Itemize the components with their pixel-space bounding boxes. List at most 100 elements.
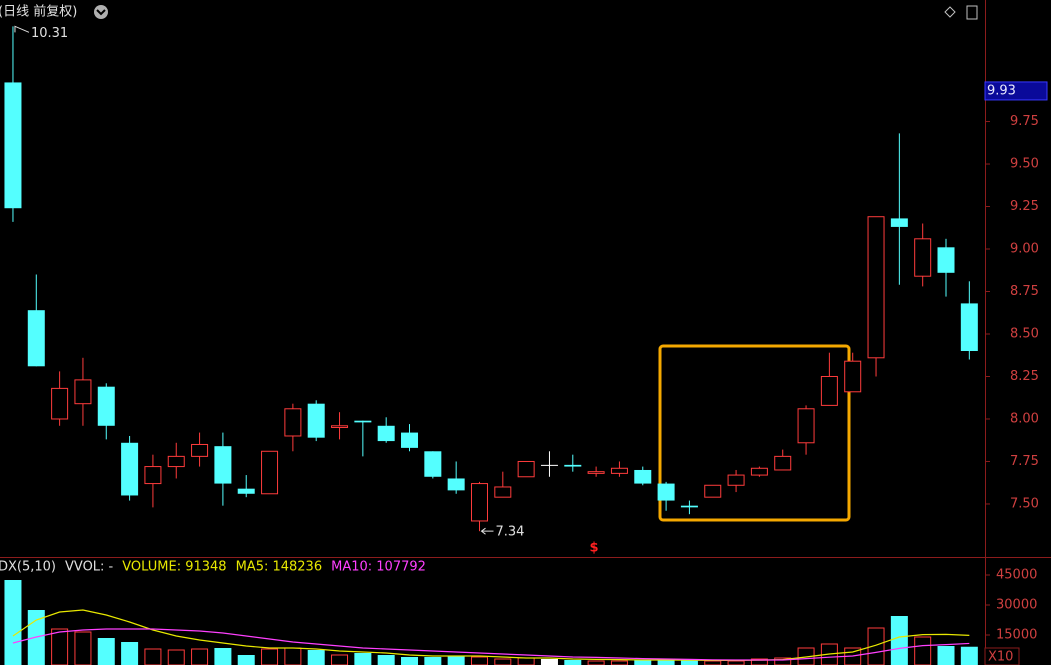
volume-bar [774,657,792,665]
candle-body [540,464,558,466]
legend-entry: VVOL: - [65,560,114,575]
candle-body [97,386,115,426]
candle-body [914,238,932,277]
volume-bar [377,655,395,665]
volume-bar [214,648,232,665]
volume-bar [424,657,442,665]
volume-bar [517,657,535,665]
legend-entry: VOLUME: 91348 [122,560,226,575]
candle-body [587,471,605,474]
volume-bar [727,660,745,665]
chart-title: (日线 前复权) [0,4,77,20]
y-tick-label: 15000 [996,628,1037,643]
current-price-label: 9.93 [987,83,1016,98]
candle-body [74,379,92,405]
candle-body [820,375,838,406]
candle-body [261,450,279,495]
volume-bar [680,660,698,665]
candle-body [727,474,745,486]
volume-bar [51,628,69,665]
candle-body [4,82,22,209]
unit-label: X10 [988,650,1013,665]
volume-bar [914,636,932,665]
volume-bar [587,660,605,665]
y-tick-label: 7.50 [1010,496,1039,511]
max-label: 10.31 [31,26,68,41]
candle-body [167,455,185,468]
volume-bar [191,648,209,665]
volume-bar [750,658,768,665]
volume-bar [890,616,908,665]
volume-bar [610,660,628,665]
volume-bar [401,657,419,665]
volume-bar [867,627,885,665]
candle-body [657,483,675,501]
candle-body [704,484,722,498]
signal-marker: $ [589,541,598,556]
volume-bar [144,648,162,665]
volume-bar [167,649,185,665]
volume-bar [121,642,139,665]
candle-body [354,420,372,423]
y-tick-label: 9.25 [1010,199,1039,214]
candle-body [121,442,139,496]
panel-icon[interactable] [966,5,978,20]
candle-body [307,403,325,438]
volume-bar [307,650,325,665]
y-tick-label: 30000 [996,598,1037,613]
volume-bar [564,660,582,665]
candle-body [377,425,395,442]
volume-bar [470,656,488,665]
dropdown-icon[interactable] [94,5,108,19]
candle-body [424,451,442,477]
candle-body [634,469,652,484]
volume-bar [261,648,279,665]
candle-body [27,310,45,367]
y-tick-label: 7.75 [1010,454,1039,469]
dropdown-arrow [96,9,106,16]
candle-body [680,505,698,508]
volume-bar [634,660,652,665]
legend-entry: MA10: 107792 [331,560,426,575]
min-label: 7.34 [495,525,524,540]
volume-bar [4,580,22,665]
candle-body [564,464,582,467]
volume-bar [704,660,722,665]
volume-bar [97,638,115,665]
volume-bar [284,647,302,665]
diamond-icon[interactable] [944,6,956,18]
y-tick-label: 8.25 [1010,369,1039,384]
volume-bar [937,646,955,665]
candle-body [144,466,162,485]
candle-body [844,360,862,393]
candle-body [214,446,232,484]
current-price-box [984,81,1048,101]
highlight-box [658,344,851,522]
candle-body [191,443,209,457]
ma-line [12,609,970,662]
unit-box [984,647,1020,665]
volume-bar [657,660,675,665]
candle-body [401,432,419,448]
candle-body [797,408,815,444]
volume-bar [447,656,465,665]
legend-entry: MA5: 148236 [236,560,323,575]
candle-body [937,247,955,273]
candle-body [774,455,792,471]
volume-bar [960,646,978,665]
volume-bar [331,654,349,665]
candle-body [447,478,465,491]
candle-body [960,303,978,351]
candle-body [610,467,628,474]
candle-body [470,483,488,522]
volume-bar [540,659,558,665]
ma-line [12,628,970,661]
candle-body [237,488,255,494]
volume-bar [494,658,512,665]
y-tick-label: 8.00 [1010,411,1039,426]
y-tick-label: 45000 [996,568,1037,583]
max-arrow [14,25,30,33]
candle-body [284,408,302,437]
